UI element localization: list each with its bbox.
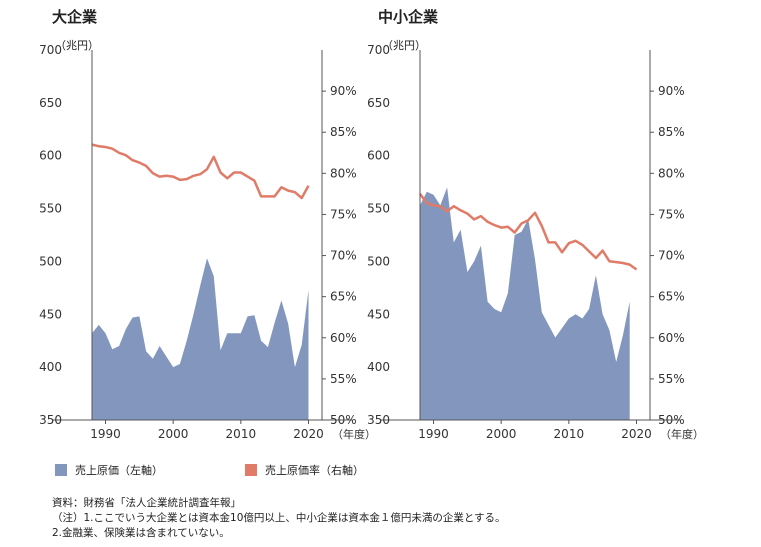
chart-title-sme: 中小企業 [378, 8, 439, 26]
right-tick-sme-85: 85% [658, 125, 685, 139]
left-tick-large-600: 600 [39, 149, 62, 163]
left-tick-sme-550: 550 [367, 202, 390, 216]
cost-ratio-line-sme [419, 193, 638, 271]
x-tick-sme-2020: 2020 [621, 427, 652, 441]
left-tick-sme-400: 400 [367, 360, 390, 374]
left-tick-large-400: 400 [39, 360, 62, 374]
x-tick-large-1990: 1990 [90, 427, 121, 441]
left-tick-sme-450: 450 [367, 307, 390, 321]
chart-title-large: 大企業 [52, 8, 98, 26]
cost-ratio-line-large [91, 143, 310, 200]
right-tick-sme-90: 90% [658, 84, 685, 98]
x-tick-sme-2010: 2010 [554, 427, 585, 441]
footnote-1: （注）1.ここでいう大企業とは資本金10億円以上、中小企業は資本金１億円未満の企… [52, 512, 506, 524]
x-tick-sme-1990: 1990 [418, 427, 449, 441]
legend-cost-ratio: 売上原価率（右軸） [245, 462, 364, 478]
right-tick-large-55: 55% [330, 372, 357, 386]
right-tick-sme-65: 65% [658, 290, 685, 304]
x-tick-sme-2000: 2000 [486, 427, 517, 441]
left-tick-sme-700: 700 [367, 43, 390, 57]
right-tick-large-60: 60% [330, 331, 357, 345]
x-unit-large: （年度） [332, 427, 376, 441]
left-tick-sme-350: 350 [367, 413, 390, 427]
left-unit-large: （兆円） [55, 39, 99, 52]
legend-sales-cost-swatch [55, 464, 67, 476]
left-tick-sme-500: 500 [367, 254, 390, 268]
x-tick-large-2010: 2010 [226, 427, 257, 441]
right-tick-sme-50: 50% [658, 413, 685, 427]
legend-sales-cost: 売上原価（左軸） [55, 462, 163, 478]
left-tick-large-350: 350 [39, 413, 62, 427]
source-note: 資料：財務省「法人企業統計調査年報」 [52, 497, 241, 509]
legend-cost-ratio-label: 売上原価率（右軸） [265, 464, 364, 477]
right-tick-large-85: 85% [330, 125, 357, 139]
left-tick-large-450: 450 [39, 307, 62, 321]
x-tick-large-2000: 2000 [158, 427, 189, 441]
left-tick-large-650: 650 [39, 96, 62, 110]
right-tick-large-70: 70% [330, 249, 357, 263]
footnote-2: 2.金融業、保険業は含まれていない。 [52, 527, 230, 539]
legend-sales-cost-label: 売上原価（左軸） [75, 464, 163, 477]
x-tick-large-2020: 2020 [293, 427, 324, 441]
right-tick-large-80: 80% [330, 166, 357, 180]
legend-cost-ratio-swatch [245, 464, 257, 476]
right-tick-sme-60: 60% [658, 331, 685, 345]
left-tick-large-500: 500 [39, 254, 62, 268]
left-tick-sme-600: 600 [367, 149, 390, 163]
right-tick-sme-70: 70% [658, 249, 685, 263]
left-unit-sme: （兆円） [382, 39, 426, 52]
right-tick-large-65: 65% [330, 290, 357, 304]
right-tick-large-50: 50% [330, 413, 357, 427]
right-tick-large-90: 90% [330, 84, 357, 98]
right-tick-sme-80: 80% [658, 166, 685, 180]
sales-cost-area-large [92, 258, 309, 420]
right-tick-sme-75: 75% [658, 207, 685, 221]
left-tick-large-550: 550 [39, 202, 62, 216]
right-tick-large-75: 75% [330, 207, 357, 221]
x-unit-sme: （年度） [660, 427, 704, 441]
left-tick-large-700: 700 [39, 43, 62, 57]
sales-cost-area-sme [420, 187, 630, 420]
left-tick-sme-650: 650 [367, 96, 390, 110]
right-tick-sme-55: 55% [658, 372, 685, 386]
